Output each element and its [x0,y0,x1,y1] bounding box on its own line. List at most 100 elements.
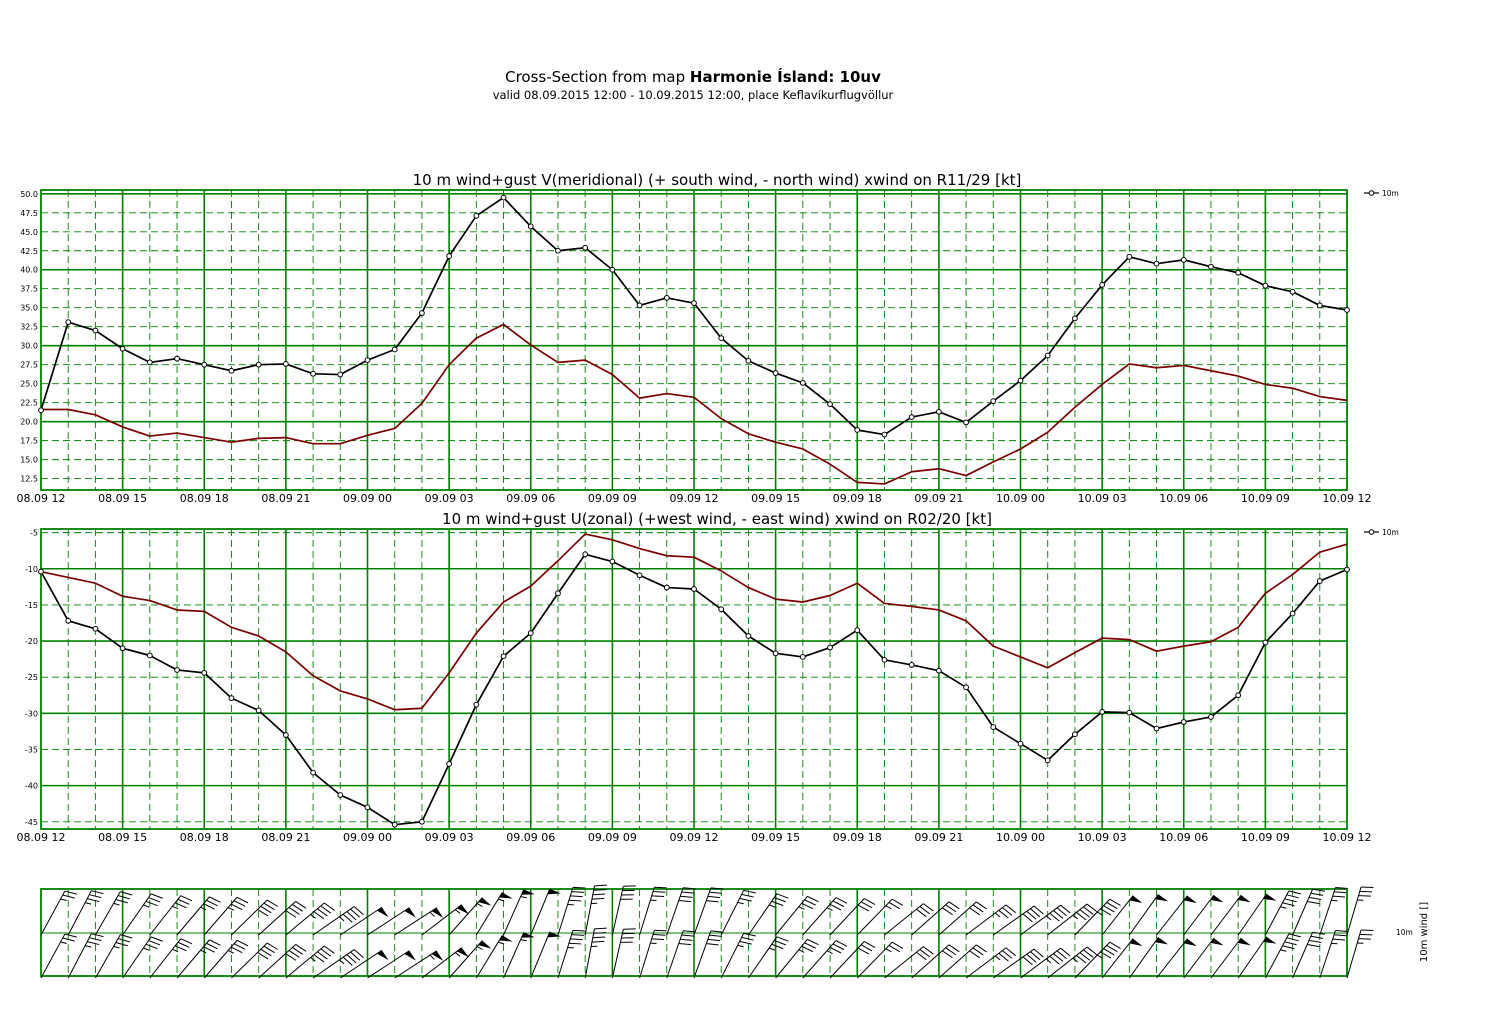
wind-barb-feather [771,900,784,907]
y-tick-label: 27.5 [20,361,38,370]
wind-barb-shaft [611,886,624,936]
data-point [990,724,997,730]
legend-marker [1368,529,1375,535]
wind-barb-feather [1083,949,1094,958]
data-point [419,818,425,825]
wind-barb [720,889,756,936]
wind-barb [1101,895,1143,936]
wind-barb [176,896,221,936]
legend-label: 10m [1382,528,1399,537]
wind-barb-pennant [1154,937,1169,945]
wind-barb-shaft [993,948,1035,979]
wind-barb [530,931,561,979]
wind-barb-half-feather [768,904,776,908]
wind-barb-feather [1307,901,1320,905]
wind-barb-feather [230,946,243,954]
data-point [827,644,833,651]
wind-barb-shaft [611,929,624,979]
data-point [1344,566,1350,573]
data-point [527,630,534,636]
wind-barb [856,941,904,979]
x-tick-label: 08.09 21 [261,492,310,505]
wind-barb [421,947,469,979]
wind-barb-feather [570,938,583,941]
wind-barb [258,943,307,979]
wind-barb-shaft [1020,904,1061,936]
page-subtitle: valid 08.09.2015 12:00 - 10.09.2015 12:0… [492,88,894,102]
wind-barb [829,941,876,979]
data-point [772,370,779,376]
data-point [1017,377,1024,384]
y-tick-label: -25 [25,673,38,682]
wind-barb-half-feather [310,914,316,919]
wind-barb-pennant [1183,938,1197,947]
wind-barb-feather [236,896,249,904]
data-point [854,627,861,634]
series-line-gust [40,533,1348,711]
data-point [691,586,697,592]
data-point [1262,639,1269,646]
wind-barb-feather [150,936,163,942]
wind-barb-shaft [1319,930,1336,979]
y-tick-label: 22.5 [20,399,38,408]
wind-barb [1264,890,1301,936]
wind-barb-shaft [748,936,778,979]
wind-barb-half-feather [826,950,833,954]
wind-barb-shaft [258,901,297,936]
wind-barb-feather [681,891,695,894]
wind-barb-feather [285,910,297,918]
wind-barb [693,887,724,936]
data-point [174,355,180,362]
line-chart-1-x-axis: 08.09 12 08.09 15 08.09 18 08.09 21 09.09 00… [17,492,1372,505]
wind-barb [203,939,249,979]
wind-barb-feather [1334,891,1347,894]
wind-barb-feather [969,950,981,959]
data-point [201,669,208,676]
wind-barb-feather [741,936,754,941]
wind-barb-feather [233,900,246,907]
wind-barb-feather [1049,955,1060,965]
wind-barb-shaft [720,890,745,936]
wind-barb-half-feather [455,952,461,957]
data-point [718,606,725,613]
x-tick-label: 09.09 15 [751,831,800,844]
wind-barb [938,901,987,936]
wind-barb-row-label: 10m [1396,928,1413,937]
wind-barb [394,907,444,936]
wind-barb-feather [683,887,696,890]
wind-barb-shaft [258,944,297,979]
wind-barb-shaft [475,935,503,979]
data-point [473,701,480,708]
wind-barb-feather [860,901,873,909]
data-point [92,625,99,632]
wind-barb-half-feather [1097,911,1103,916]
data-point [963,419,969,426]
wind-barb [611,885,636,936]
wind-barb-shaft [1237,936,1268,979]
y-tick-label: 25.0 [20,380,38,389]
wind-barb [367,907,416,936]
wind-barb [829,898,876,936]
wind-barb-feather [710,930,724,933]
x-tick-label: 08.09 12 [17,492,66,505]
x-tick-label: 09.09 21 [914,831,963,844]
wind-barb [40,890,77,936]
wind-barb-feather [1060,904,1071,914]
wind-barb-shaft [666,930,684,979]
data-point [935,408,942,415]
wind-barb [1074,898,1121,936]
wind-barb-feather [320,948,332,957]
wind-barb-shaft [829,898,865,936]
wind-barb-shaft [1183,894,1215,936]
wind-barb-shaft [421,947,462,979]
wind-barb-shaft [856,941,893,979]
data-point [1180,719,1187,725]
wind-barb-feather [203,946,215,953]
y-tick-label: 12.5 [20,475,38,484]
wind-barb-half-feather [1280,906,1287,909]
data-point [337,371,344,378]
wind-barb-feather [863,941,876,948]
page-title-bold: Harmonie Ísland: 10uv [689,68,881,86]
wind-barb-feather [1030,908,1041,918]
